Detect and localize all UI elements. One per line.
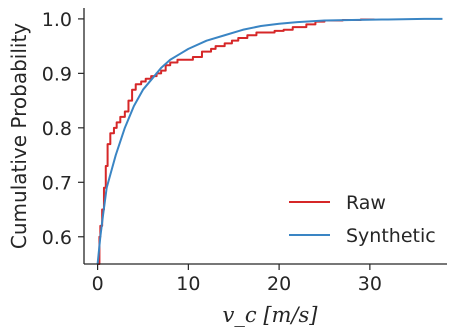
y-tick-label: 1.0	[42, 9, 72, 31]
legend-label-raw: Raw	[346, 192, 386, 214]
y-axis-label: Cumulative Probability	[7, 23, 31, 249]
legend: Raw Synthetic	[289, 192, 436, 247]
x-tick-label: 0	[92, 273, 104, 295]
x-tick-label: 20	[267, 273, 291, 295]
y-tick-label: 0.7	[42, 172, 72, 194]
x-ticks: 0 10 20 30	[92, 264, 382, 295]
y-tick-label: 0.6	[42, 227, 72, 249]
series-line-raw	[97, 18, 376, 265]
y-tick-label: 0.9	[42, 63, 72, 85]
y-ticks: 0.6 0.7 0.8 0.9 1.0	[42, 9, 84, 249]
y-tick-label: 0.8	[42, 118, 72, 140]
x-tick-label: 30	[358, 273, 382, 295]
series-line-synthetic	[96, 17, 443, 265]
x-tick-label: 10	[176, 273, 200, 295]
plot-area	[96, 17, 443, 265]
x-axis-label: v_c [m/s]	[223, 303, 319, 327]
legend-label-synthetic: Synthetic	[346, 225, 436, 247]
axes	[83, 8, 447, 265]
